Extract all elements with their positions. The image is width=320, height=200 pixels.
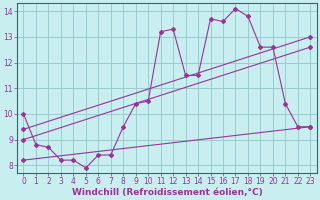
X-axis label: Windchill (Refroidissement éolien,°C): Windchill (Refroidissement éolien,°C) bbox=[72, 188, 262, 197]
